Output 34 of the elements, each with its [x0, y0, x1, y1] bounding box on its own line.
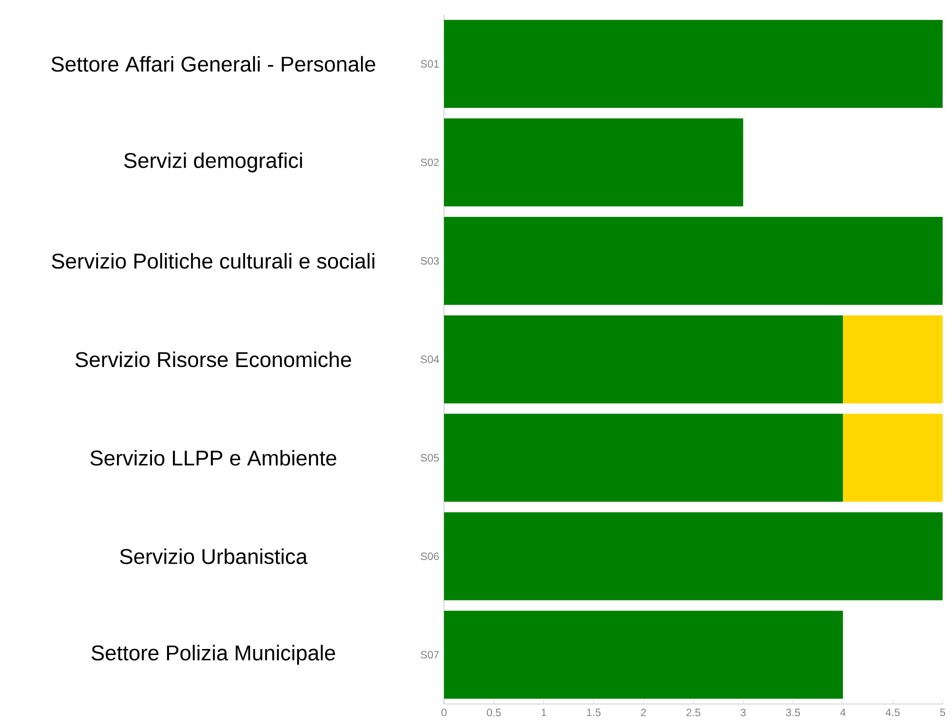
text: Servizi demografici	[124, 152, 302, 172]
x-tick-label: 3	[740, 708, 746, 716]
bar	[444, 20, 943, 108]
x-tick-label: 2	[641, 708, 646, 716]
x-tick-label: 1	[542, 708, 546, 716]
x-tick-label: 4.5	[886, 708, 900, 716]
bar	[444, 118, 744, 206]
bar	[444, 216, 943, 305]
bar	[444, 512, 943, 600]
text: Servizio LLPP e Ambiente	[90, 450, 336, 466]
text: Settore Polizia Municipale	[92, 644, 336, 665]
x-tick-label: 5	[940, 708, 946, 716]
y-tick-label: S06	[420, 552, 439, 560]
x-tick-label: 4	[840, 708, 846, 716]
text: Servizio Urbanistica	[120, 548, 308, 564]
bar	[842, 414, 943, 502]
bar	[444, 414, 843, 502]
y-tick-label: S02	[420, 158, 439, 166]
y-tick-label: S05	[420, 454, 439, 462]
y-tick-label: S01	[420, 60, 439, 68]
text: Servizio Politiche culturali e sociali	[52, 253, 374, 269]
y-tick-label: S07	[420, 650, 439, 659]
y-tick-label: S03	[420, 257, 439, 265]
y-tick-label: S04	[420, 356, 439, 364]
bar	[444, 610, 843, 699]
x-tick-label: 2.5	[686, 708, 700, 716]
bar	[842, 315, 943, 404]
x-tick-label: 0	[441, 708, 447, 716]
x-tick-label: 1.5	[587, 708, 601, 716]
x-tick-label: 3.5	[786, 708, 800, 716]
text: Servizio Risorse Economiche	[76, 352, 352, 368]
x-tick-label: 0.5	[486, 708, 501, 716]
bar	[444, 315, 843, 404]
text: Settore Affari Generali - Personale	[51, 56, 376, 72]
